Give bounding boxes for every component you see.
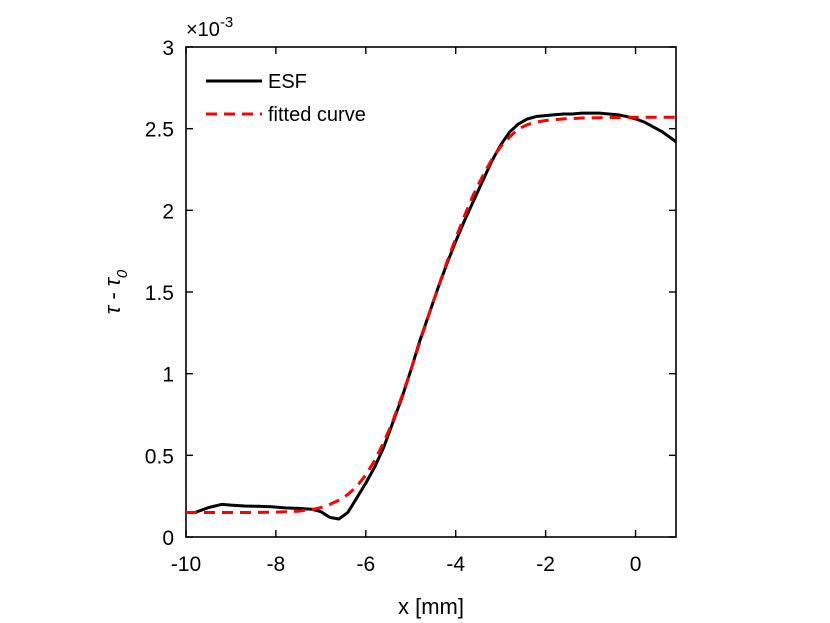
y-tick-label: 1	[162, 364, 174, 387]
x-axis-label: x [mm]	[398, 594, 464, 619]
legend: ESF fitted curve	[206, 71, 366, 126]
y-tick-label: 1.5	[145, 282, 174, 305]
y-tick-label: 0.5	[145, 445, 174, 468]
y-axis: 0 0.5 1 1.5 2 2.5 3	[145, 37, 676, 550]
x-tick-label: -2	[536, 553, 555, 576]
y-axis-exponent: ×10-3	[186, 14, 233, 41]
x-tick-label: -10	[171, 553, 201, 576]
x-tick-label: -8	[267, 553, 286, 576]
series-line-fitted-curve	[186, 115, 676, 514]
series-layer	[186, 111, 677, 521]
x-tick-label: 0	[630, 553, 642, 576]
plot-area	[185, 46, 677, 538]
y-axis-label: τ - τ0	[100, 269, 131, 314]
x-axis: -10 -8 -6 -4 -2 0	[171, 47, 642, 576]
legend-label-esf: ESF	[268, 71, 307, 93]
y-tick-label: 2.5	[145, 119, 174, 142]
y-tick-label: 3	[162, 37, 174, 60]
legend-label-fitted-curve: fitted curve	[268, 104, 366, 126]
x-tick-label: -6	[356, 553, 375, 576]
y-tick-label: 2	[162, 200, 174, 223]
x-tick-label: -4	[446, 553, 465, 576]
series-line-esf	[186, 111, 677, 521]
y-tick-label: 0	[162, 527, 174, 550]
